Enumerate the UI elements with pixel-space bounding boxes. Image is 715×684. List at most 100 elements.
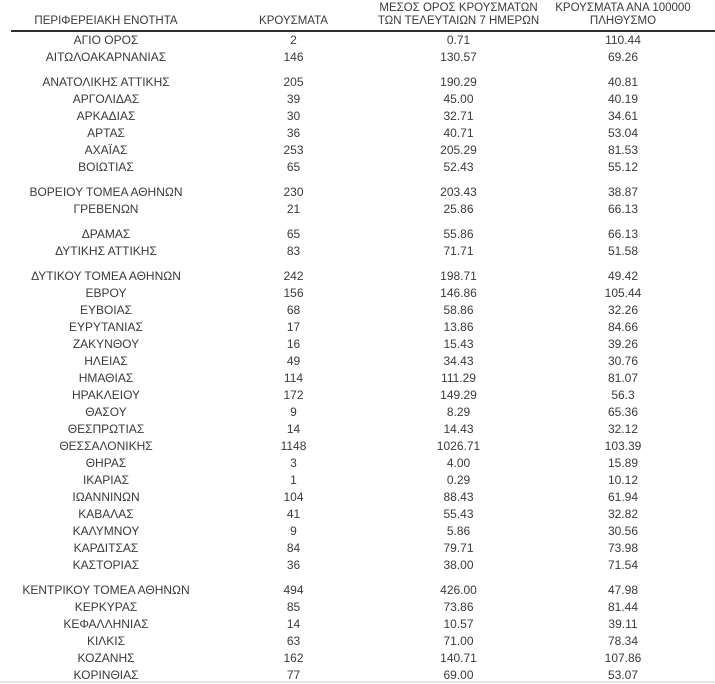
table-row: ΙΚΑΡΙΑΣ 1 0.29 10.12 [11,472,715,489]
per-100k-cell: 66.13 [607,202,639,216]
per-100k-cell: 47.98 [607,583,639,597]
region-name-cell: ΔΡΑΜΑΣ [81,227,131,241]
table-row: ΔΡΑΜΑΣ 65 55.86 66.13 [11,226,715,243]
avg7days-cell: 198.71 [440,269,477,283]
cases-cell: 77 [286,668,301,682]
avg7days-cell: 55.43 [443,507,474,521]
table-row: ΗΛΕΙΑΣ 49 34.43 30.76 [11,353,715,370]
cases-cell: 1 [290,473,297,487]
table-row: ΕΥΡΥΤΑΝΙΑΣ 17 13.86 84.66 [11,319,715,336]
region-name-cell: ΑΡΚΑΔΙΑΣ [76,109,136,123]
group-spacer-row [11,218,715,226]
region-name-cell: ΒΟΙΩΤΙΑΣ [78,160,134,174]
per-100k-cell: 69.26 [607,50,639,64]
region-name-cell: ΕΥΒΟΙΑΣ [79,303,133,317]
per-100k-cell: 61.94 [607,490,639,504]
table-row: ΑΡΤΑΣ 36 40.71 53.04 [11,125,715,142]
per-100k-cell: 30.56 [607,524,639,538]
cases-cell: 230 [283,185,304,199]
table-row: ΚΕΡΚΥΡΑΣ 85 73.86 81.44 [11,599,715,616]
per-100k-cell: 55.12 [607,160,639,174]
column-header-per-100k: ΚΡΟΥΣΜΑΤΑ ΑΝΑ 100000 ΠΛΗΘΥΣΜΟ [531,2,715,32]
avg7days-cell: 58.86 [443,303,474,317]
cases-cell: 16 [286,337,301,351]
table-row: ΗΜΑΘΙΑΣ 114 111.29 81.07 [11,370,715,387]
spacer-cell [11,260,715,268]
header-line: ΜΕΣΟΣ ΟΡΟΣ ΚΡΟΥΣΜΑΤΩΝ [379,2,538,14]
per-100k-cell: 40.81 [607,75,639,89]
group-spacer-row [11,574,715,582]
per-100k-cell: 81.44 [607,600,639,614]
region-name-cell: ΑΡΤΑΣ [87,126,125,140]
header-line: ΤΩΝ ΤΕΛΕΥΤΑΙΩΝ 7 ΗΜΕΡΩΝ [377,15,540,27]
column-header-avg7days: ΜΕΣΟΣ ΟΡΟΣ ΚΡΟΥΣΜΑΤΩΝ ΤΩΝ ΤΕΛΕΥΤΑΙΩΝ 7 Η… [377,2,540,32]
avg7days-cell: 38.00 [443,558,474,572]
cases-cell: 9 [290,524,297,538]
avg7days-cell: 73.86 [443,600,474,614]
region-name-cell: ΑΧΑΪΑΣ [84,143,128,157]
avg7days-cell: 79.71 [443,541,474,555]
cases-cell: 162 [283,651,304,665]
cases-cell: 1148 [280,439,307,453]
avg7days-cell: 45.00 [443,92,474,106]
spacer-cell [11,218,715,226]
cases-cell: 253 [283,143,304,157]
per-100k-cell: 81.53 [607,143,639,157]
table-row: ΚΑΒΑΛΑΣ 41 55.43 32.82 [11,506,715,523]
cases-cell: 146 [283,50,304,64]
per-100k-cell: 30.76 [607,354,639,368]
table-row: ΑΡΓΟΛΙΔΑΣ 39 45.00 40.19 [11,91,715,108]
spacer-cell [11,66,715,74]
per-100k-cell: 105.44 [604,286,642,300]
cases-cell: 83 [286,244,301,258]
group-spacer-row [11,66,715,74]
region-name-cell: ΚΟΖΑΝΗΣ [77,651,135,665]
per-100k-cell: 71.54 [607,558,639,572]
table-row: ΒΟΙΩΤΙΑΣ 65 52.43 55.12 [11,159,715,176]
per-100k-cell: 107.86 [604,651,642,665]
per-100k-cell: 53.07 [607,668,639,682]
region-name-cell: ΔΥΤΙΚΗΣ ΑΤΤΙΚΗΣ [55,244,157,258]
table-row: ΑΙΤΩΛΟΑΚΑΡΝΑΝΙΑΣ 146 130.57 69.26 [11,49,715,66]
avg7days-cell: 14.43 [443,422,474,436]
table-row: ΚΕΦΑΛΛΗΝΙΑΣ 14 10.57 39.11 [11,616,715,633]
per-100k-cell: 65.36 [607,405,639,419]
avg7days-cell: 426.00 [440,583,477,597]
table-row: ΙΩΑΝΝΙΝΩΝ 104 88.43 61.94 [11,489,715,506]
cases-cell: 65 [286,160,301,174]
per-100k-cell: 34.61 [607,109,639,123]
table-row: ΑΓΙΟ ΟΡΟΣ 2 0.71 110.44 [11,31,715,49]
region-name-cell: ΖΑΚΥΝΘΟΥ [72,337,140,351]
table-row: ΑΝΑΤΟΛΙΚΗΣ ΑΤΤΙΚΗΣ 205 190.29 40.81 [11,74,715,91]
region-name-cell: ΔΥΤΙΚΟΥ ΤΟΜΕΑ ΑΘΗΝΩΝ [31,269,181,283]
table-header: ΠΕΡΙΦΕΡΕΙΑΚΗ ΕΝΟΤΗΤΑ ΚΡΟΥΣΜΑΤΑ ΜΕΣΟΣ ΟΡΟ… [11,2,715,32]
avg7days-cell: 111.29 [441,371,476,385]
region-name-cell: ΚΑΡΔΙΤΣΑΣ [73,541,139,555]
region-name-cell: ΚΙΛΚΙΣ [86,634,126,648]
avg7days-cell: 69.00 [443,668,474,682]
per-100k-cell: 39.11 [608,617,638,631]
avg7days-cell: 190.29 [440,75,477,89]
cases-cell: 14 [286,617,301,631]
cases-cell: 104 [283,490,304,504]
group-spacer-row [11,260,715,268]
avg7days-cell: 32.71 [443,109,474,123]
cases-cell: 65 [286,227,301,241]
table-row: ΚΑΛΥΜΝΟΥ 9 5.86 30.56 [11,523,715,540]
cases-cell: 84 [286,541,301,555]
avg7days-cell: 149.29 [440,388,477,402]
header-line: ΠΛΗΘΥΣΜΟ [589,15,657,27]
cases-cell: 3 [290,456,297,470]
cases-cell: 2 [290,33,297,47]
region-name-cell: ΑΙΤΩΛΟΑΚΑΡΝΑΝΙΑΣ [45,50,167,64]
table-row: ΘΗΡΑΣ 3 4.00 15.89 [11,455,715,472]
cases-cell: 156 [283,286,304,300]
cases-cell: 30 [286,109,301,123]
per-100k-cell: 51.58 [607,244,639,258]
table-row: ΑΧΑΪΑΣ 253 205.29 81.53 [11,142,715,159]
per-100k-cell: 84.66 [607,320,639,334]
table-body: ΑΓΙΟ ΟΡΟΣ 2 0.71 110.44 ΑΙΤΩΛΟΑΚΑΡΝΑΝΙΑΣ… [11,31,715,684]
bottom-divider [0,681,715,683]
region-name-cell: ΑΝΑΤΟΛΙΚΗΣ ΑΤΤΙΚΗΣ [42,75,170,89]
